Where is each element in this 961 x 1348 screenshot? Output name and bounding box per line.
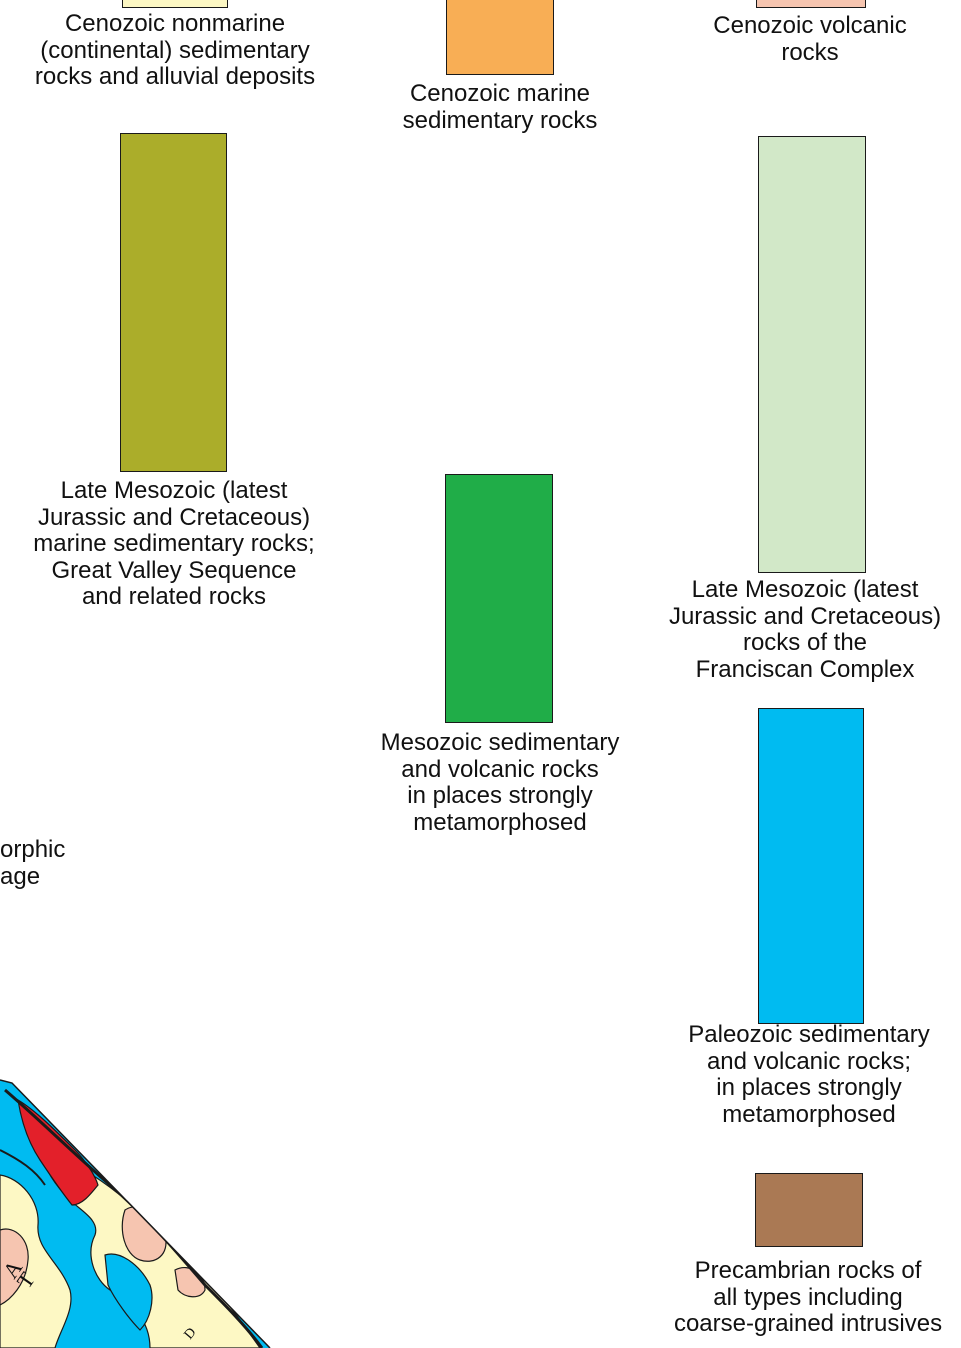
swatch-mesozoic-sed-volc [445,474,553,723]
label-cenozoic-marine: Cenozoic marine sedimentary rocks [402,80,598,134]
label-cenozoic-volcanic: Cenozoic volcanic rocks [713,12,907,66]
label-line: Cenozoic marine [409,80,591,107]
swatch-cenozoic-marine [446,0,554,75]
label-mesozoic-sed-volc: Mesozoic sedimentary and volcanic rocks in… [380,729,620,836]
label-precambrian: Precambrian rocks of all types including c… [673,1257,943,1338]
label-line: in places strongly [716,1074,902,1101]
map-red-unit [17,1098,99,1206]
swatch-cenozoic-nonmarine [122,0,228,8]
swatch-great-valley [120,133,227,472]
label-line: all types including [713,1283,903,1311]
map-frame-edge [0,1079,271,1348]
label-paleozoic: Paleozoic sedimentary and volcanic rocks;… [688,1021,930,1128]
map-fault-line [0,1149,46,1186]
label-line: Paleozoic sedimentary [688,1021,930,1048]
label-line: Jurassic and Cretaceous) [37,503,311,531]
label-line: and related rocks [81,583,267,610]
label-franciscan: Late Mesozoic (latest Jurassic and Cretac… [668,576,942,683]
label-line: rocks and alluvial deposits [34,63,316,90]
label-line: in places strongly [407,782,593,809]
label-cenozoic-nonmarine: Cenozoic nonmarine (continental) sediment… [34,10,316,91]
label-line: rocks [781,38,839,66]
label-line: Precambrian rocks of [694,1257,922,1284]
label-line: and volcanic rocks [401,755,599,783]
label-line: Great Valley Sequence [51,556,297,584]
label-line: metamorphosed [722,1100,896,1128]
swatch-precambrian [755,1173,863,1247]
label-line: marine sedimentary rocks; [33,530,315,557]
swatch-cenozoic-volcanic [756,0,866,8]
map-volcanic-area [0,1228,29,1306]
label-line: Cenozoic nonmarine [64,10,286,37]
label-partial-metamorphic: orphic age [0,836,66,890]
label-line: sedimentary rocks [402,106,598,134]
label-line: (continental) sedimentary [40,36,310,64]
label-line: Late Mesozoic (latest [691,576,919,603]
map-nonmarine-area [0,1174,72,1348]
label-line: Franciscan Complex [695,655,915,683]
label-great-valley: Late Mesozoic (latest Jurassic and Cretac… [33,477,315,611]
label-line: and volcanic rocks; [706,1047,912,1075]
label-line: Mesozoic sedimentary [380,729,620,756]
label-line: metamorphosed [413,808,587,836]
label-line: Cenozoic volcanic [713,12,907,39]
label-line: coarse-grained intrusives [673,1310,943,1337]
label-line: Jurassic and Cretaceous) [668,602,942,630]
label-line: rocks of the [742,629,868,656]
label-line: Late Mesozoic (latest [60,477,288,504]
swatch-paleozoic [758,708,864,1024]
map-paleozoic-lens [104,1253,153,1331]
swatch-franciscan [758,136,866,573]
